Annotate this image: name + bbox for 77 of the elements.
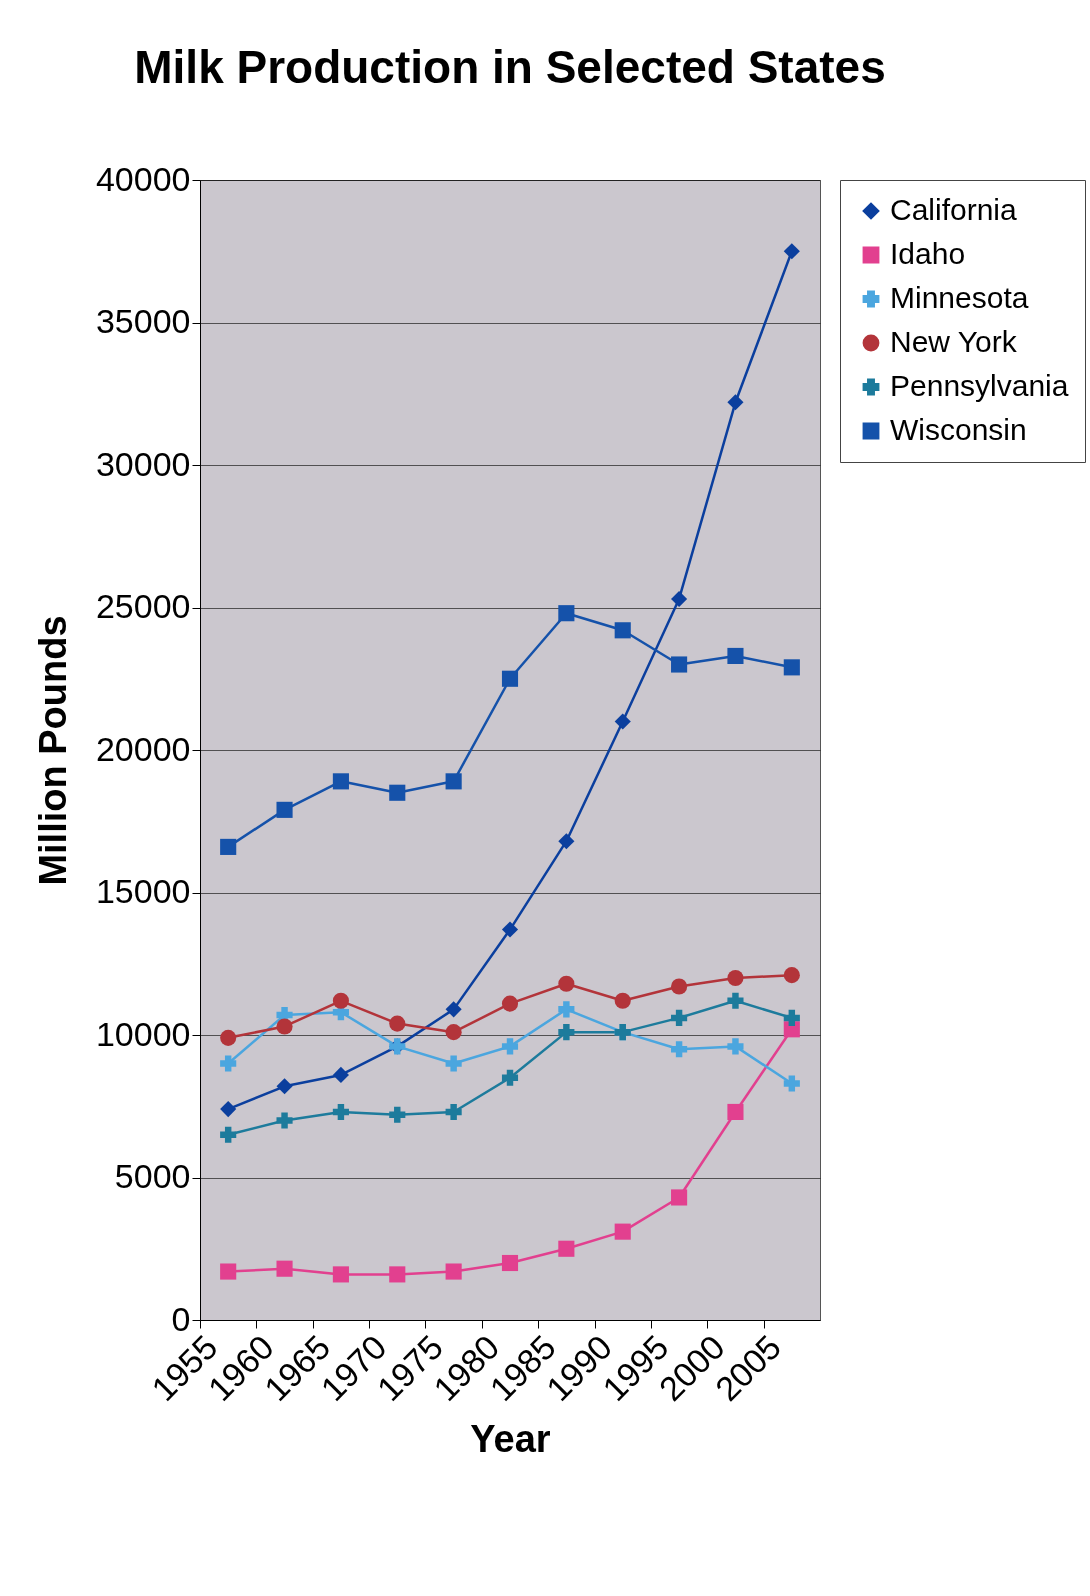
y-tick-label: 5000 bbox=[114, 1157, 191, 1195]
y-tick-label: 20000 bbox=[95, 729, 191, 768]
point bbox=[220, 1055, 237, 1072]
point bbox=[671, 1041, 688, 1058]
point bbox=[276, 1112, 293, 1129]
legend-label: Idaho bbox=[890, 237, 966, 270]
point bbox=[389, 1015, 406, 1032]
point bbox=[671, 1189, 688, 1206]
point bbox=[783, 659, 800, 676]
point bbox=[445, 1263, 462, 1280]
point bbox=[671, 1009, 688, 1026]
y-tick-label: 30000 bbox=[95, 444, 191, 483]
point bbox=[783, 1009, 800, 1026]
point bbox=[389, 1266, 406, 1283]
point bbox=[276, 1018, 293, 1035]
point bbox=[445, 1055, 462, 1072]
point bbox=[558, 1001, 575, 1018]
point bbox=[671, 978, 688, 995]
legend-label: New York bbox=[890, 325, 1018, 358]
y-tick-label: 25000 bbox=[95, 587, 191, 625]
point bbox=[558, 605, 575, 622]
point bbox=[501, 1069, 519, 1086]
point bbox=[276, 1260, 293, 1277]
point bbox=[783, 967, 800, 984]
legend-label: Minnesota bbox=[890, 281, 1029, 314]
point bbox=[671, 590, 688, 608]
point bbox=[501, 1038, 519, 1055]
point bbox=[332, 992, 349, 1009]
point bbox=[614, 992, 631, 1009]
point bbox=[445, 773, 462, 790]
point bbox=[558, 1024, 575, 1041]
y-axis-title: Million Pounds bbox=[31, 615, 74, 886]
chart-title: Milk Production in Selected States bbox=[134, 41, 886, 93]
point bbox=[501, 1254, 519, 1272]
point bbox=[220, 1029, 237, 1046]
point bbox=[501, 921, 519, 938]
point bbox=[332, 1266, 349, 1283]
point bbox=[727, 647, 744, 665]
point bbox=[276, 1078, 293, 1095]
x-axis-title: Year bbox=[470, 1418, 551, 1461]
point bbox=[332, 1103, 349, 1121]
point bbox=[727, 969, 744, 987]
point bbox=[558, 833, 575, 850]
point bbox=[220, 1263, 237, 1280]
point bbox=[220, 1126, 237, 1143]
legend-label: Wisconsin bbox=[890, 413, 1027, 446]
point bbox=[276, 801, 293, 818]
point bbox=[671, 656, 688, 673]
point bbox=[389, 784, 406, 801]
point bbox=[727, 1103, 744, 1121]
point bbox=[445, 1001, 462, 1018]
y-tick-label: 40000 bbox=[95, 159, 191, 198]
y-tick-label: 35000 bbox=[95, 302, 191, 340]
y-tick-label: 15000 bbox=[95, 872, 191, 910]
point bbox=[783, 1075, 800, 1092]
point bbox=[332, 1066, 349, 1083]
point bbox=[445, 1103, 462, 1121]
point bbox=[614, 713, 631, 730]
point bbox=[501, 995, 519, 1012]
legend-label: California bbox=[890, 193, 1018, 226]
y-tick-label: 10000 bbox=[95, 1014, 191, 1053]
point bbox=[220, 1101, 237, 1118]
point bbox=[389, 1106, 406, 1123]
point bbox=[727, 394, 744, 411]
point bbox=[558, 1240, 575, 1257]
point bbox=[727, 1038, 744, 1055]
point bbox=[614, 1223, 631, 1240]
point bbox=[332, 773, 349, 790]
point bbox=[614, 622, 631, 639]
point bbox=[783, 243, 800, 260]
point bbox=[445, 1024, 462, 1041]
point bbox=[220, 838, 237, 855]
legend-label: Pennsylvania bbox=[890, 369, 1069, 402]
point bbox=[501, 670, 519, 687]
point bbox=[727, 992, 744, 1009]
point bbox=[558, 975, 575, 992]
y-tick-label: 0 bbox=[171, 1299, 191, 1338]
